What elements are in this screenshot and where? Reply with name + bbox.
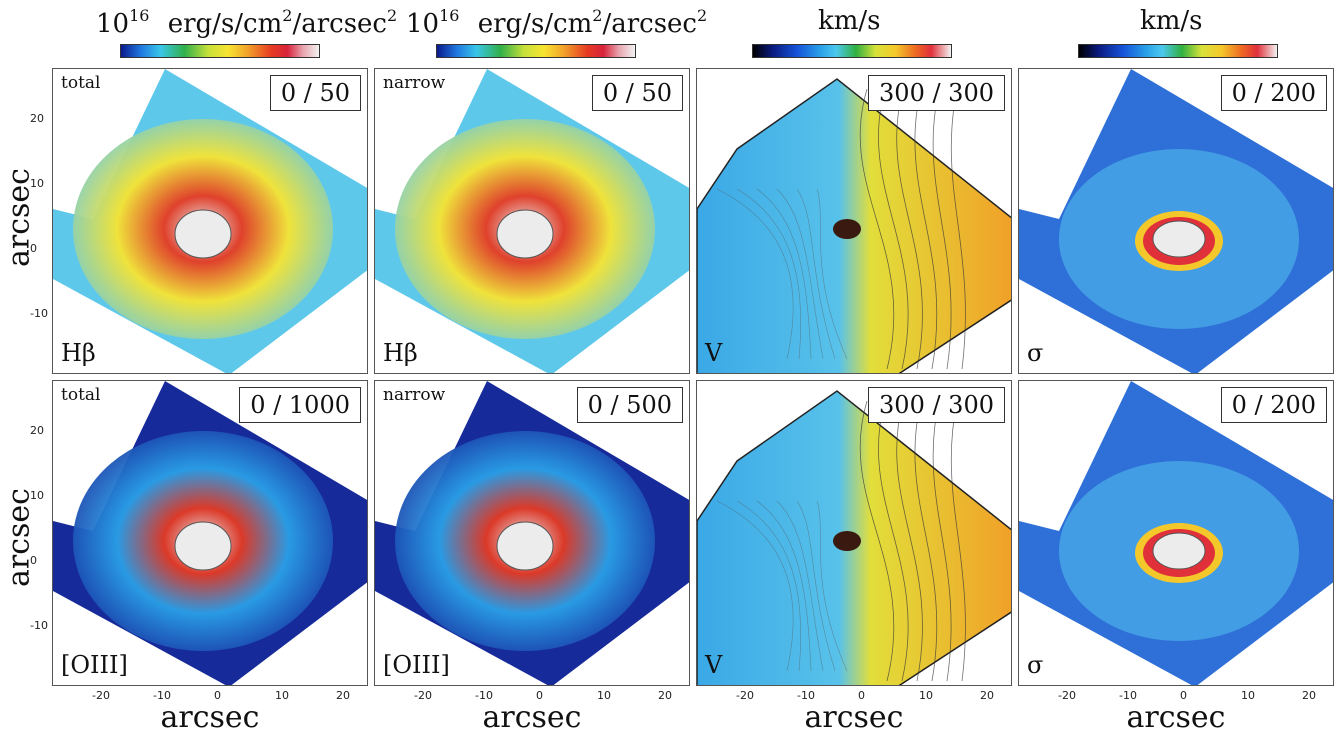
x-tick-label: 0 <box>536 689 543 702</box>
x-axis-label-col-2: arcsec <box>482 700 582 735</box>
panel-hbeta-narrow: narrow 0 / 50 Hβ <box>374 68 690 374</box>
x-tick-label: 20 <box>336 689 350 702</box>
colorbar-flux-1 <box>120 44 320 58</box>
x-tick-label: -10 <box>1119 689 1137 702</box>
panel-range-box: 300 / 300 <box>868 387 1005 423</box>
panel-corner-label: total <box>61 73 101 93</box>
panel-line-label: V <box>705 339 723 367</box>
x-tick-label: -10 <box>475 689 493 702</box>
map-oiii-narrow <box>375 381 689 685</box>
panel-range-box: 300 / 300 <box>868 75 1005 111</box>
colorbar-label-4: km/s <box>1140 6 1203 36</box>
x-tick-label: 0 <box>214 689 221 702</box>
colorbar-velocity-1 <box>752 44 952 58</box>
panel-line-label: V <box>705 651 723 679</box>
colorbar-flux-2 <box>436 44 636 58</box>
panel-range-box: 0 / 200 <box>1220 75 1327 111</box>
x-tick-label: 10 <box>1241 689 1255 702</box>
panel-line-label: Hβ <box>61 339 96 367</box>
panel-corner-label: narrow <box>383 73 446 93</box>
panel-velocity-oiii: 300 / 300 V <box>696 380 1012 686</box>
x-tick-label: -20 <box>414 689 432 702</box>
x-tick-label: -20 <box>736 689 754 702</box>
x-axis-label-col-3: arcsec <box>804 700 904 735</box>
x-tick-label: 0 <box>858 689 865 702</box>
panel-line-label: σ <box>1027 339 1044 367</box>
panel-line-label: σ <box>1027 651 1044 679</box>
x-tick-label: -10 <box>797 689 815 702</box>
panel-range-box: 0 / 1000 <box>239 387 361 423</box>
x-tick-label: -20 <box>92 689 110 702</box>
y-tick-label: -10 <box>30 307 48 320</box>
y-tick-label: 20 <box>30 424 44 437</box>
x-tick-label: 10 <box>275 689 289 702</box>
map-hbeta-narrow <box>375 69 689 373</box>
panel-hbeta-total: total 0 / 50 Hβ <box>52 68 368 374</box>
panel-line-label: [OIII] <box>61 651 128 679</box>
x-tick-label: 10 <box>919 689 933 702</box>
x-axis-label-col-4: arcsec <box>1126 700 1226 735</box>
x-tick-label: -20 <box>1058 689 1076 702</box>
map-oiii-total <box>53 381 367 685</box>
x-tick-label: 20 <box>1302 689 1316 702</box>
panel-range-box: 0 / 50 <box>269 75 361 111</box>
y-tick-label: 20 <box>30 112 44 125</box>
colorbar-velocity-2 <box>1078 44 1278 58</box>
x-tick-label: 20 <box>980 689 994 702</box>
panel-dispersion-oiii: 0 / 200 σ <box>1018 380 1334 686</box>
x-tick-label: -10 <box>153 689 171 702</box>
x-tick-label: 20 <box>658 689 672 702</box>
panel-corner-label: total <box>61 385 101 405</box>
map-dispersion-hbeta <box>1019 69 1333 373</box>
x-tick-label: 0 <box>1180 689 1187 702</box>
colorbar-label-1: 1016 erg/s/cm2/arcsec2 <box>96 6 398 39</box>
map-velocity-hbeta <box>697 78 1011 373</box>
panel-oiii-total: total 0 / 1000 [OIII] <box>52 380 368 686</box>
panel-line-label: Hβ <box>383 339 418 367</box>
map-velocity-oiii <box>697 390 1011 685</box>
colorbar-label-3: km/s <box>818 6 881 36</box>
panel-range-box: 0 / 200 <box>1220 387 1327 423</box>
panel-range-box: 0 / 50 <box>591 75 683 111</box>
panel-range-box: 0 / 500 <box>576 387 683 423</box>
x-tick-label: 10 <box>597 689 611 702</box>
y-tick-label: -10 <box>30 619 48 632</box>
panel-corner-label: narrow <box>383 385 446 405</box>
x-axis-label-col-1: arcsec <box>160 700 260 735</box>
y-tick-label: 10 <box>30 489 44 502</box>
panel-velocity-hbeta: 300 / 300 V <box>696 68 1012 374</box>
map-dispersion-oiii <box>1019 381 1333 685</box>
colorbar-label-2: 1016 erg/s/cm2/arcsec2 <box>406 6 708 39</box>
y-tick-label: 10 <box>30 177 44 190</box>
panel-line-label: [OIII] <box>383 651 450 679</box>
y-tick-label: 0 <box>30 242 37 255</box>
panel-oiii-narrow: narrow 0 / 500 [OIII] <box>374 380 690 686</box>
y-tick-label: 0 <box>30 554 37 567</box>
map-hbeta-total <box>53 69 367 373</box>
panel-dispersion-hbeta: 0 / 200 σ <box>1018 68 1334 374</box>
